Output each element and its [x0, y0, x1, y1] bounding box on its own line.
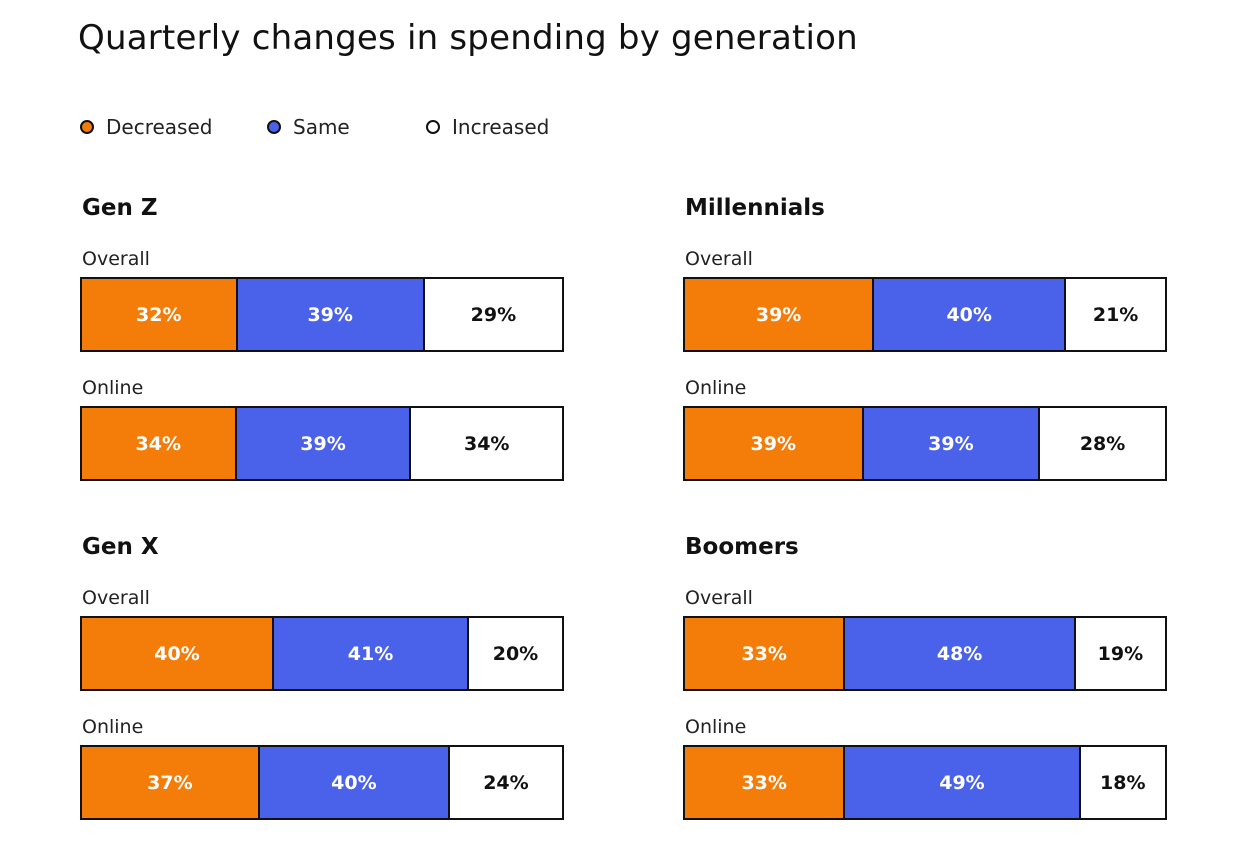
stacked-bar-overall: 40% 41% 20% [80, 616, 564, 691]
bar-segment-same: 39% [234, 408, 410, 479]
bar-segment-increased: 21% [1064, 279, 1165, 350]
row-label-overall: Overall [685, 587, 753, 609]
chart-title: Quarterly changes in spending by generat… [78, 18, 858, 58]
panel-title: Boomers [685, 534, 799, 560]
bar-segment-decreased: 37% [82, 747, 258, 818]
legend-item-same: Same [267, 115, 350, 139]
panel-title: Gen Z [82, 195, 158, 221]
bar-segment-decreased: 40% [82, 618, 273, 689]
legend-swatch-decreased [80, 120, 94, 134]
bar-segment-increased: 19% [1073, 618, 1165, 689]
legend-label-decreased: Decreased [106, 115, 213, 139]
bar-segment-increased: 34% [409, 408, 562, 479]
stacked-bar-online: 34% 39% 34% [80, 406, 564, 481]
bar-segment-increased: 28% [1038, 408, 1165, 479]
panel-title: Millennials [685, 195, 825, 221]
stacked-bar-online: 39% 39% 28% [683, 406, 1167, 481]
legend-label-increased: Increased [452, 115, 550, 139]
bar-segment-same: 39% [861, 408, 1039, 479]
legend-swatch-increased [426, 120, 440, 134]
row-label-overall: Overall [82, 587, 150, 609]
row-label-online: Online [82, 377, 144, 399]
stacked-bar-online: 33% 49% 18% [683, 745, 1167, 820]
row-label-overall: Overall [82, 248, 150, 270]
bar-segment-decreased: 33% [685, 747, 844, 818]
bar-segment-same: 40% [257, 747, 448, 818]
bar-segment-decreased: 34% [82, 408, 235, 479]
legend-item-decreased: Decreased [80, 115, 212, 139]
bar-segment-increased: 29% [422, 279, 562, 350]
legend-label-same: Same [293, 115, 350, 139]
bar-segment-increased: 20% [466, 618, 562, 689]
row-label-overall: Overall [685, 248, 753, 270]
bar-segment-decreased: 33% [685, 618, 844, 689]
row-label-online: Online [685, 716, 747, 738]
bar-segment-same: 39% [235, 279, 423, 350]
panel-title: Gen X [82, 534, 159, 560]
row-label-online: Online [685, 377, 747, 399]
stacked-bar-online: 37% 40% 24% [80, 745, 564, 820]
stacked-bar-overall: 39% 40% 21% [683, 277, 1167, 352]
bar-segment-decreased: 32% [82, 279, 236, 350]
bar-segment-same: 48% [843, 618, 1074, 689]
bar-segment-same: 49% [843, 747, 1079, 818]
legend-swatch-same [267, 120, 281, 134]
bar-segment-decreased: 39% [685, 279, 873, 350]
row-label-online: Online [82, 716, 144, 738]
stacked-bar-overall: 32% 39% 29% [80, 277, 564, 352]
legend-item-increased: Increased [426, 115, 549, 139]
stacked-bar-overall: 33% 48% 19% [683, 616, 1167, 691]
bar-segment-increased: 24% [447, 747, 562, 818]
bar-segment-increased: 18% [1078, 747, 1165, 818]
bar-segment-same: 41% [272, 618, 467, 689]
bar-segment-decreased: 39% [685, 408, 862, 479]
bar-segment-same: 40% [872, 279, 1065, 350]
